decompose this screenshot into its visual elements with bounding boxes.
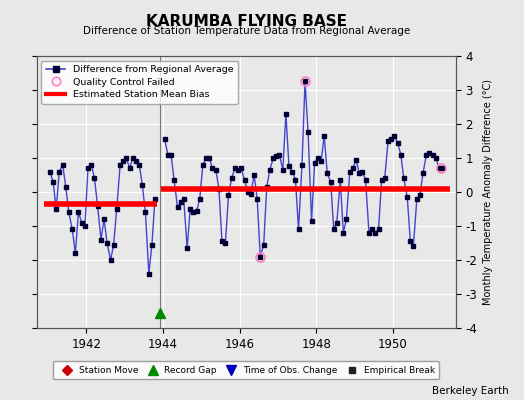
Text: KARUMBA FLYING BASE: KARUMBA FLYING BASE xyxy=(146,14,347,29)
Legend: Difference from Regional Average, Quality Control Failed, Estimated Station Mean: Difference from Regional Average, Qualit… xyxy=(41,61,238,104)
Text: Difference of Station Temperature Data from Regional Average: Difference of Station Temperature Data f… xyxy=(83,26,410,36)
Y-axis label: Monthly Temperature Anomaly Difference (°C): Monthly Temperature Anomaly Difference (… xyxy=(483,79,493,305)
Legend: Station Move, Record Gap, Time of Obs. Change, Empirical Break: Station Move, Record Gap, Time of Obs. C… xyxy=(53,362,439,380)
Text: Berkeley Earth: Berkeley Earth xyxy=(432,386,508,396)
